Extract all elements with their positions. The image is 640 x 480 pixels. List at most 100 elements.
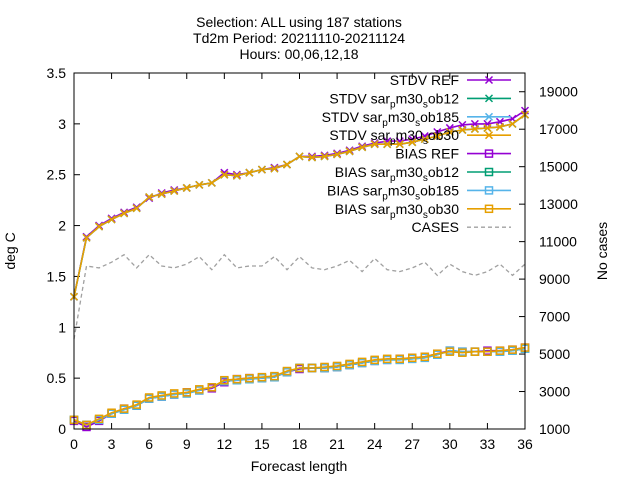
legend-marker: [484, 131, 494, 140]
legend-marker: [484, 75, 494, 85]
data-point: [169, 389, 179, 398]
data-point: [408, 138, 417, 147]
data-point: [508, 119, 517, 128]
legend-entry-2: STDV sarpm30sob12: [329, 90, 511, 110]
data-point: [119, 404, 129, 413]
series-4: [69, 110, 530, 301]
x-tick-label: 3: [108, 436, 116, 452]
legend-label: CASES: [412, 219, 459, 235]
y-tick-label: 2: [58, 218, 66, 234]
series-line: [73, 346, 526, 428]
data-point: [370, 355, 379, 365]
axes: 0 3 6 9 12 15 18 21 24 27 30 33 3600.511.522.533.510…: [47, 65, 579, 452]
data-point: [170, 186, 179, 196]
y2-tick-label: 9000: [539, 271, 570, 287]
x-tick-label: 12: [217, 436, 233, 452]
series-7: [69, 344, 530, 430]
data-point: [345, 147, 354, 156]
series-line: [73, 347, 526, 426]
data-point: [107, 408, 116, 417]
data-point: [245, 373, 254, 383]
data-point: [245, 168, 254, 177]
legend-marker: [484, 149, 494, 158]
legend-label: BIAS REF: [395, 146, 459, 162]
data-point: [144, 393, 154, 402]
data-point: [270, 371, 279, 381]
series-8: [69, 343, 530, 430]
data-point: [358, 143, 367, 152]
data-point: [107, 215, 116, 224]
x-tick-label: 6: [145, 436, 153, 452]
y-tick-label: 0.5: [47, 370, 67, 386]
data-point: [145, 193, 154, 202]
y2-tick-label: 17000: [539, 121, 578, 137]
legend-marker: [484, 94, 494, 103]
data-point: [207, 383, 217, 392]
data-point: [82, 420, 91, 430]
data-point: [157, 190, 166, 199]
data-point: [157, 391, 166, 400]
legend-entry-3: STDV sarpm30sob185: [322, 109, 511, 129]
data-point: [295, 152, 304, 161]
data-point: [470, 347, 480, 356]
data-point: [408, 353, 417, 363]
legend-label: BIAS sarpm30sob12: [335, 164, 459, 184]
chart-title-line-2: Td2m Period: 20211110-20211124: [193, 30, 405, 46]
x-tick-label: 0: [70, 436, 78, 452]
legend-entry-8: BIAS sarpm30sob30: [335, 201, 511, 221]
data-point: [458, 125, 467, 134]
x-tick-label: 15: [254, 436, 270, 452]
legend-label: BIAS sarpm30sob30: [335, 201, 459, 221]
data-point: [345, 359, 354, 369]
data-point: [195, 180, 204, 189]
data-point: [395, 354, 404, 364]
data-point: [94, 414, 104, 424]
x-tick-label: 30: [442, 436, 458, 452]
legend-label: BIAS sarpm30sob185: [327, 182, 459, 202]
y2-tick-label: 7000: [539, 309, 570, 325]
legend-label: STDV sarpm30sob30: [329, 127, 459, 147]
data-point: [433, 132, 442, 141]
data-point: [320, 152, 329, 161]
series-line: [73, 346, 526, 426]
y2-tick-label: 3000: [539, 384, 570, 400]
series-9: [73, 253, 526, 340]
data-point: [458, 348, 467, 357]
legend-entry-1: STDV REF: [390, 72, 511, 88]
data-point: [207, 178, 216, 187]
data-point: [95, 222, 104, 231]
y2-tick-label: 11000: [539, 234, 577, 250]
data-point: [307, 153, 317, 162]
data-point: [82, 233, 91, 242]
chart-title: Selection: ALL using 187 stations Td2m P…: [193, 14, 405, 62]
data-point: [195, 385, 204, 394]
legend-label: STDV sarpm30sob12: [329, 90, 459, 110]
legend-entry-9: CASES: [412, 219, 511, 235]
y2-tick-label: 13000: [539, 196, 578, 212]
data-point: [395, 140, 404, 149]
chart-title-line-1: Selection: ALL using 187 stations: [196, 14, 402, 30]
legend-marker: [484, 167, 494, 177]
data-point: [495, 346, 505, 355]
plot-frame: [73, 72, 526, 430]
data-point: [232, 171, 241, 180]
legend-marker: [484, 112, 494, 121]
x-tick-label: 36: [517, 436, 533, 452]
data-point: [333, 150, 342, 159]
data-point: [220, 170, 229, 179]
y2-tick-label: 1000: [539, 421, 570, 437]
series-line: [73, 347, 526, 426]
data-point: [320, 362, 329, 372]
data-point: [445, 127, 454, 137]
x-tick-label: 18: [292, 436, 308, 452]
series-5: [69, 343, 530, 432]
y-axis-label: deg C: [2, 232, 18, 269]
series-1: [69, 106, 530, 301]
data-point: [295, 363, 304, 373]
data-point: [357, 357, 367, 367]
data-point: [120, 209, 129, 218]
legend-entry-6: BIAS sarpm30sob12: [335, 164, 511, 184]
y-tick-label: 3: [58, 116, 66, 132]
legend-label: STDV sarpm30sob185: [322, 109, 460, 129]
